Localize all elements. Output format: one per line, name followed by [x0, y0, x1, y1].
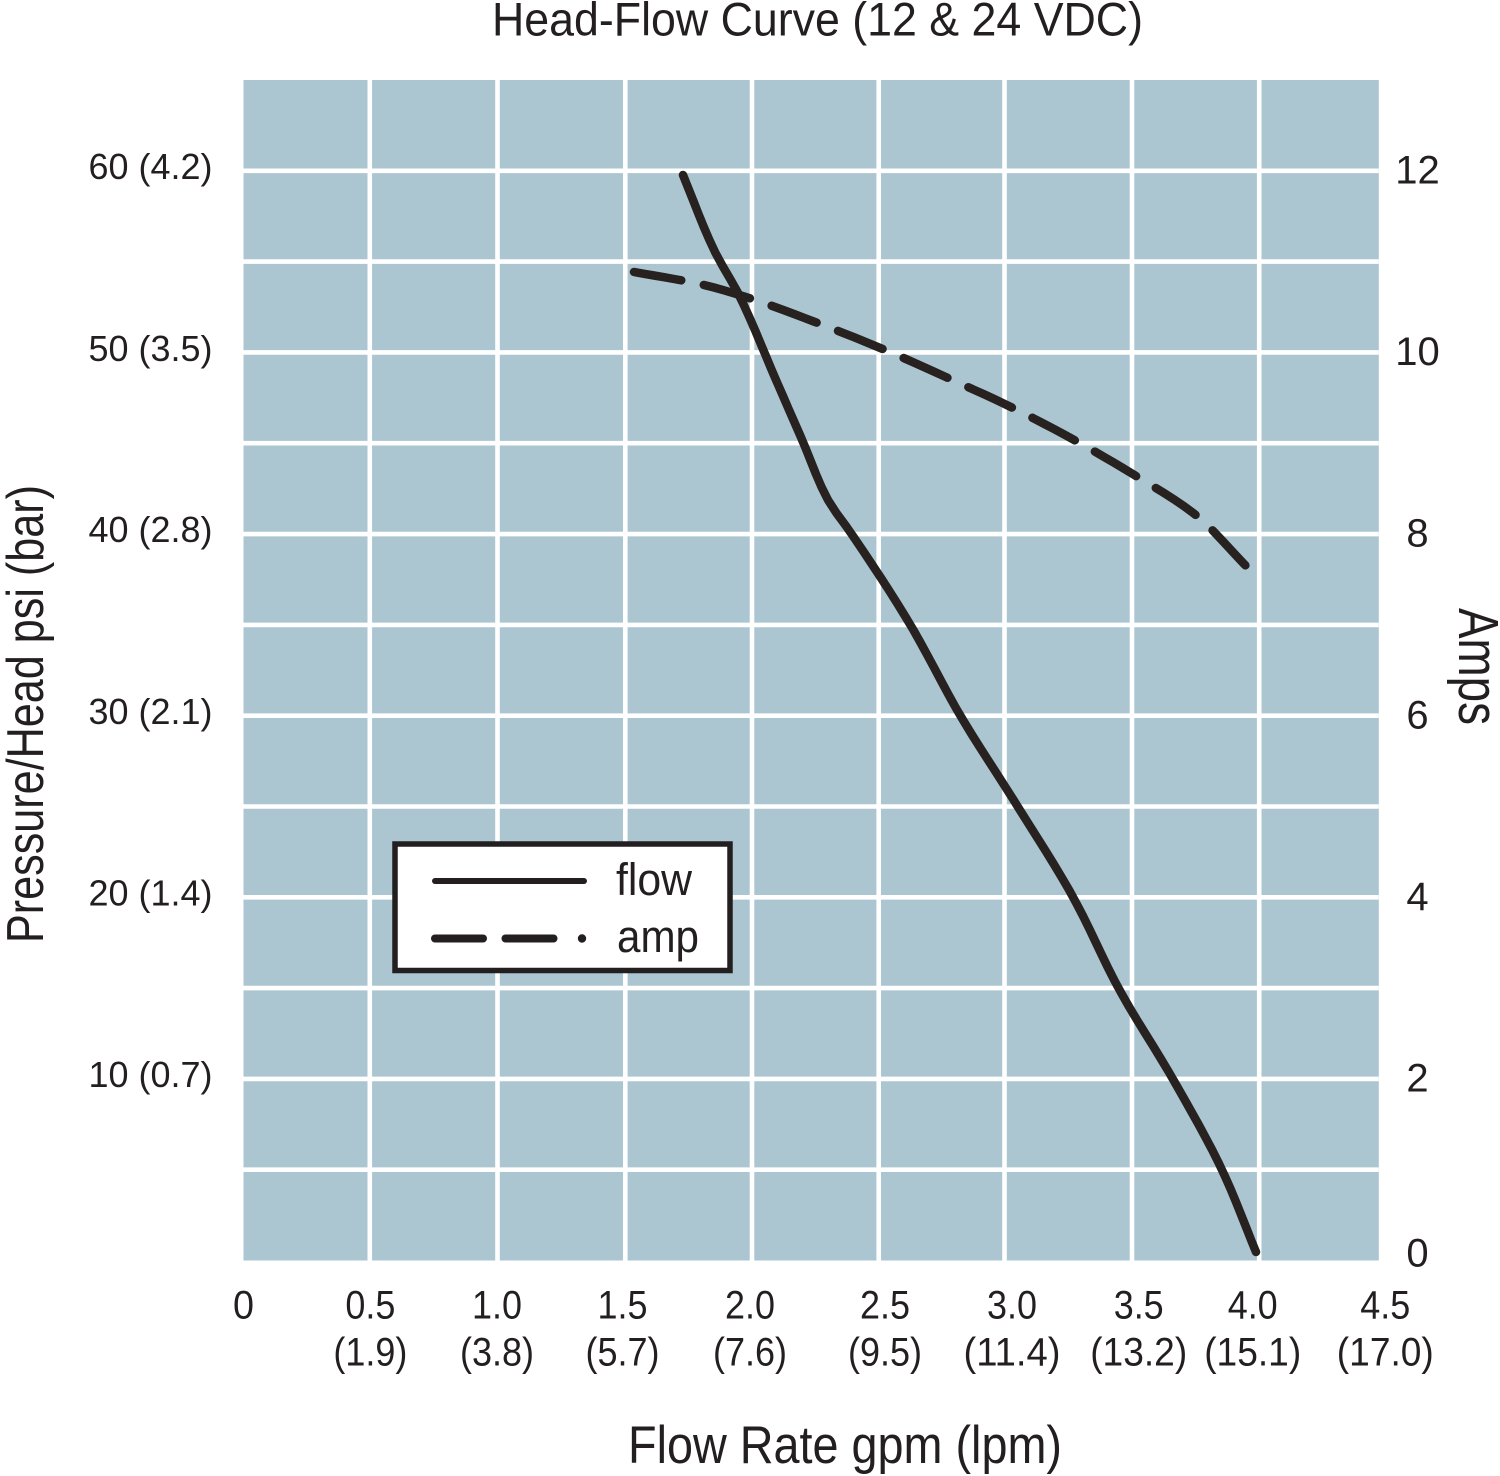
- svg-text:(1.9): (1.9): [333, 1331, 407, 1375]
- svg-text:3.5: 3.5: [1114, 1284, 1164, 1328]
- svg-text:flow: flow: [616, 854, 692, 905]
- svg-text:2: 2: [1406, 1056, 1428, 1100]
- svg-text:1.5: 1.5: [598, 1284, 648, 1328]
- svg-text:Head-Flow Curve (12 & 24 VDC): Head-Flow Curve (12 & 24 VDC): [492, 0, 1143, 46]
- svg-text:4: 4: [1406, 875, 1428, 919]
- svg-text:10: 10: [1395, 330, 1440, 374]
- svg-text:40 (2.8): 40 (2.8): [89, 509, 213, 550]
- svg-text:Amps: Amps: [1446, 608, 1500, 725]
- svg-text:0.5: 0.5: [345, 1284, 395, 1328]
- svg-text:60 (4.2): 60 (4.2): [89, 146, 213, 187]
- svg-text:20 (1.4): 20 (1.4): [89, 873, 213, 914]
- svg-text:(13.2): (13.2): [1090, 1331, 1187, 1375]
- svg-text:amp: amp: [617, 911, 699, 962]
- svg-text:4.5: 4.5: [1360, 1284, 1410, 1328]
- svg-text:6: 6: [1406, 693, 1428, 737]
- svg-text:(17.0): (17.0): [1337, 1331, 1434, 1375]
- svg-text:8: 8: [1406, 512, 1428, 556]
- svg-text:(9.5): (9.5): [848, 1331, 922, 1375]
- svg-text:0: 0: [233, 1284, 254, 1328]
- svg-text:12: 12: [1395, 149, 1440, 193]
- svg-text:10 (0.7): 10 (0.7): [89, 1054, 213, 1095]
- svg-text:(15.1): (15.1): [1204, 1331, 1301, 1375]
- svg-text:(11.4): (11.4): [964, 1331, 1061, 1375]
- svg-text:0: 0: [1406, 1232, 1428, 1276]
- svg-text:3.0: 3.0: [987, 1284, 1037, 1328]
- svg-text:50 (3.5): 50 (3.5): [89, 328, 213, 369]
- svg-text:1.0: 1.0: [472, 1284, 522, 1328]
- svg-text:Pressure/Head psi (bar): Pressure/Head psi (bar): [0, 485, 55, 943]
- svg-text:2.5: 2.5: [860, 1284, 910, 1328]
- svg-text:(7.6): (7.6): [713, 1331, 787, 1375]
- svg-text:30 (2.1): 30 (2.1): [89, 691, 213, 732]
- svg-text:2.0: 2.0: [725, 1284, 775, 1328]
- svg-text:(5.7): (5.7): [586, 1331, 660, 1375]
- svg-text:4.0: 4.0: [1228, 1284, 1278, 1328]
- svg-text:(3.8): (3.8): [460, 1331, 534, 1375]
- svg-text:Flow Rate gpm (lpm): Flow Rate gpm (lpm): [628, 1416, 1062, 1475]
